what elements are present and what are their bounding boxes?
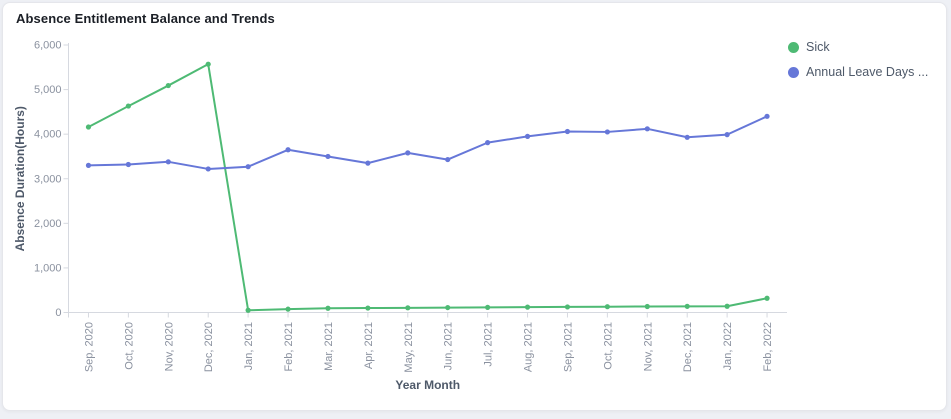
series-point-annual-leave-days[interactable] — [405, 150, 411, 156]
chart-legend: Sick Annual Leave Days ... — [788, 38, 928, 81]
series-point-sick[interactable] — [245, 307, 251, 313]
series-point-sick[interactable] — [125, 103, 131, 109]
series-point-sick[interactable] — [405, 305, 411, 311]
y-tick-label: 6,000 — [34, 40, 62, 52]
legend-item-sick[interactable]: Sick — [788, 38, 928, 56]
x-tick-label: Jan, 2022 — [722, 322, 734, 370]
x-tick-label: Oct, 2021 — [602, 322, 614, 370]
legend-label: Sick — [806, 40, 830, 54]
series-point-annual-leave-days[interactable] — [205, 166, 211, 172]
series-point-sick[interactable] — [564, 304, 571, 310]
series-point-sick[interactable] — [684, 303, 690, 309]
series-line-sick[interactable] — [87, 63, 769, 312]
series-point-annual-leave-days[interactable] — [165, 159, 171, 165]
y-tick-label: 3,000 — [34, 173, 62, 185]
series-point-annual-leave-days[interactable] — [245, 164, 251, 170]
series-point-sick[interactable] — [285, 306, 291, 312]
series-point-sick[interactable] — [325, 305, 331, 311]
x-tick-label: Jan, 2021 — [243, 322, 255, 370]
series-point-annual-leave-days[interactable] — [125, 161, 131, 168]
y-tick-label: 5,000 — [34, 84, 62, 96]
series-point-sick[interactable] — [764, 295, 770, 301]
series-annual-leave-days[interactable] — [85, 113, 770, 172]
series-sick[interactable] — [85, 61, 770, 313]
legend-dot-icon — [788, 66, 799, 78]
series-point-annual-leave-days[interactable] — [285, 147, 291, 153]
series-point-annual-leave-days[interactable] — [485, 140, 491, 146]
legend-dot-icon — [788, 41, 799, 53]
x-tick-label: Sep, 2021 — [562, 322, 574, 372]
series-point-sick[interactable] — [85, 124, 92, 130]
series-point-sick[interactable] — [485, 304, 491, 310]
series-point-sick[interactable] — [165, 82, 171, 89]
x-tick-label: Mar, 2021 — [323, 322, 335, 371]
series-point-sick[interactable] — [445, 304, 451, 311]
series-point-sick[interactable] — [365, 305, 371, 311]
series-point-sick[interactable] — [524, 304, 531, 310]
x-tick-label: Jun, 2021 — [443, 322, 455, 370]
x-tick-label: Aug, 2021 — [523, 322, 535, 372]
x-tick-label: Dec, 2020 — [203, 322, 215, 372]
series-point-annual-leave-days[interactable] — [365, 160, 371, 166]
legend-label: Annual Leave Days ... — [806, 65, 929, 79]
series-point-annual-leave-days[interactable] — [604, 129, 610, 135]
series-point-annual-leave-days[interactable] — [85, 162, 92, 168]
x-tick-label: Feb, 2021 — [283, 322, 295, 372]
x-tick-label: Feb, 2022 — [762, 322, 774, 372]
series-line-annual-leave-days[interactable] — [87, 115, 769, 170]
x-tick-label: Oct, 2020 — [123, 322, 135, 370]
x-tick-label: Apr, 2021 — [363, 322, 375, 369]
y-axis-title: Absence Duration(Hours) — [13, 106, 27, 251]
series-point-annual-leave-days[interactable] — [764, 113, 770, 119]
y-tick-label: 0 — [55, 307, 61, 319]
x-tick-label: Dec, 2021 — [682, 322, 694, 372]
x-tick-label: Sep, 2020 — [83, 322, 95, 372]
series-point-annual-leave-days[interactable] — [724, 132, 730, 138]
series-point-annual-leave-days[interactable] — [445, 156, 451, 163]
series-point-annual-leave-days[interactable] — [325, 153, 331, 160]
x-tick-label: Jul, 2021 — [483, 322, 495, 367]
x-tick-label: Nov, 2020 — [163, 322, 175, 371]
series-point-annual-leave-days[interactable] — [684, 134, 690, 140]
y-tick-label: 4,000 — [34, 129, 62, 141]
x-tick-label: May, 2021 — [403, 322, 415, 373]
y-tick-label: 1,000 — [34, 262, 62, 274]
series-point-annual-leave-days[interactable] — [564, 128, 571, 135]
y-tick-label: 2,000 — [34, 218, 62, 230]
series-point-annual-leave-days[interactable] — [644, 126, 650, 132]
series-point-sick[interactable] — [644, 303, 650, 310]
x-tick-label: Nov, 2021 — [642, 322, 654, 371]
legend-item-annual-leave-days[interactable]: Annual Leave Days ... — [788, 63, 928, 81]
chart-title: Absence Entitlement Balance and Trends — [16, 11, 275, 26]
series-point-sick[interactable] — [724, 303, 730, 309]
x-axis-title: Year Month — [395, 378, 460, 392]
series-point-annual-leave-days[interactable] — [524, 133, 531, 139]
series-point-sick[interactable] — [604, 304, 610, 310]
series-point-sick[interactable] — [205, 61, 211, 67]
